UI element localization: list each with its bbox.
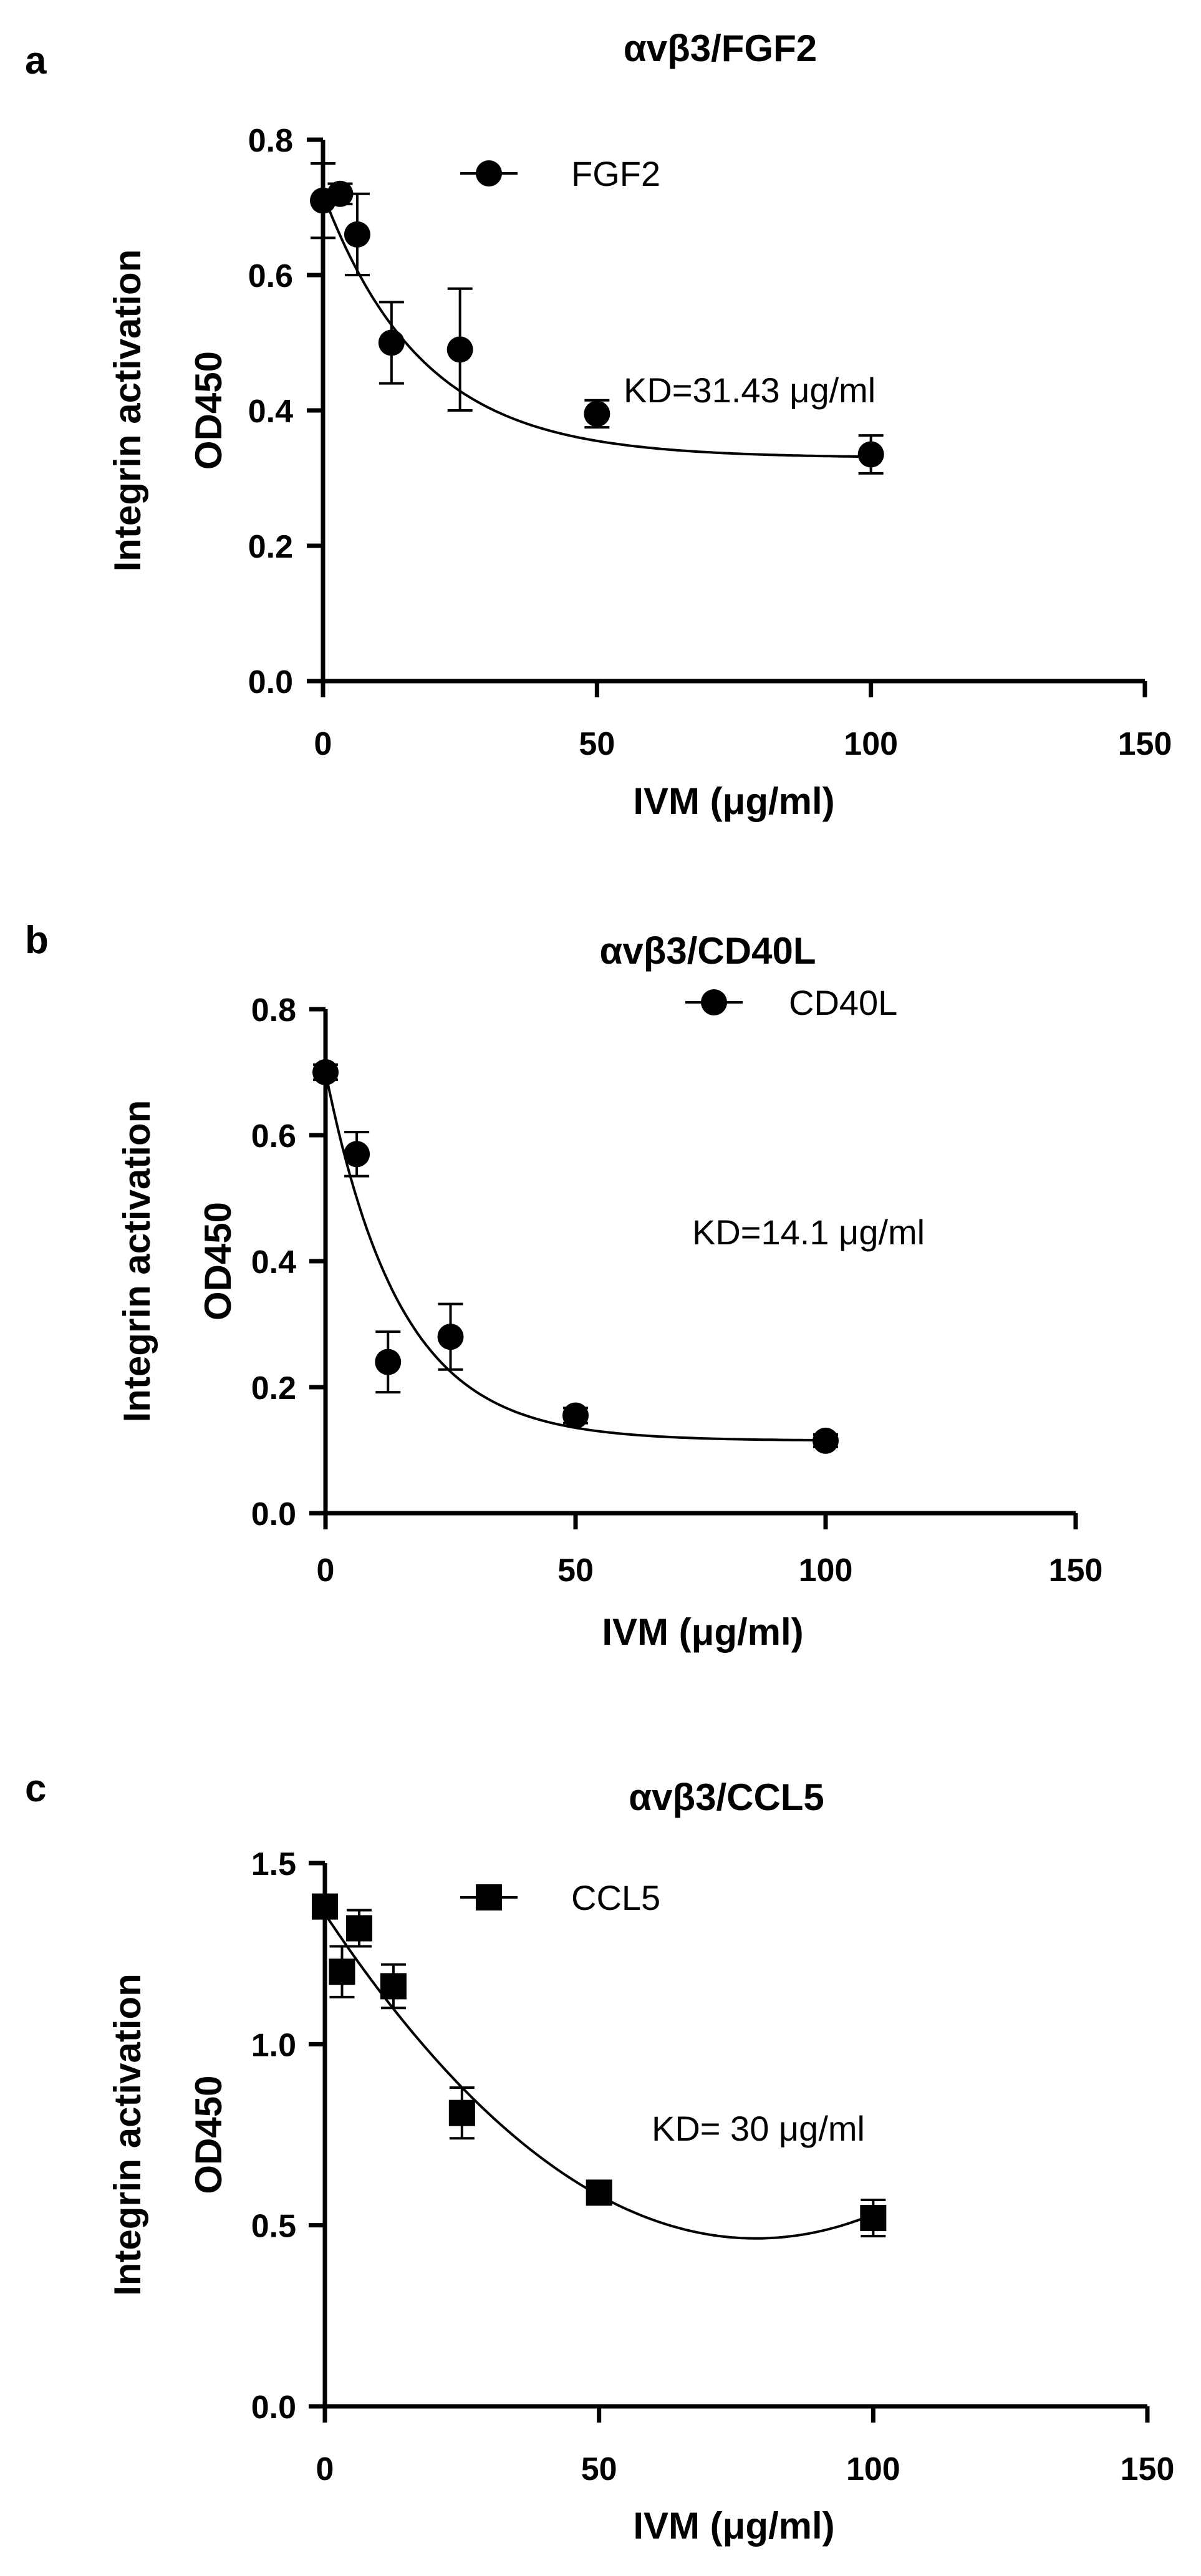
y-tick-label: 0.2 (248, 529, 293, 565)
y-axis-title-line: Integrin activation (107, 1973, 148, 2296)
data-point (448, 2099, 475, 2126)
data-point (446, 336, 473, 363)
kd-annotation: KD= 30 μg/ml (652, 2109, 865, 2148)
data-point (375, 1349, 402, 1375)
y-tick-label: 0.0 (251, 2390, 296, 2426)
kd-annotation: KD=31.43 μg/ml (624, 370, 875, 410)
y-tick-label: 0.8 (248, 123, 293, 159)
fit-curve (322, 193, 871, 458)
x-tick-label: 50 (557, 1552, 594, 1589)
data-point (860, 2205, 887, 2232)
data-point (584, 400, 610, 427)
data-point (329, 1959, 355, 1985)
kd-annotation: KD=14.1 μg/ml (692, 1213, 925, 1252)
data-point (378, 329, 405, 356)
y-axis-title-line: Integrin activation (116, 1100, 158, 1423)
data-point (437, 1324, 464, 1350)
x-tick-label: 150 (1121, 2451, 1175, 2487)
x-axis-title: IVM (μg/ml) (602, 1611, 803, 1653)
data-point (327, 180, 354, 207)
y-axis-title-line: OD450 (197, 1202, 239, 1320)
data-point (562, 1402, 589, 1429)
legend-label: CD40L (789, 983, 897, 1022)
panel-label: a (25, 39, 47, 82)
x-tick-label: 50 (579, 726, 615, 762)
chart-panel-a: a αvβ3/FGF2 0.0 0.2 0.4 0.6 0.8 0 50 100 150 IVM (μ… (25, 27, 1172, 822)
x-axis-title: IVM (μg/ml) (633, 780, 834, 822)
y-tick-label: 0.0 (251, 1496, 296, 1533)
y-tick-label: 1.5 (251, 1846, 296, 1882)
panel-label: c (25, 1767, 46, 1810)
x-tick-label: 0 (314, 726, 332, 762)
y-axis-title-line: Integrin activation (107, 249, 148, 572)
y-tick-label: 0.2 (251, 1370, 296, 1407)
data-point (312, 1893, 338, 1920)
chart-panel-c: c αvβ3/CCL5 0.0 0.5 1.0 1.5 0 50 100 150 IVM (μg/m… (25, 1767, 1174, 2547)
legend-marker (701, 989, 727, 1015)
data-point (380, 1973, 407, 2000)
legend-label: CCL5 (571, 1878, 660, 1917)
x-tick-label: 150 (1049, 1552, 1103, 1589)
x-tick-label: 0 (316, 2451, 334, 2487)
data-point (813, 1427, 839, 1454)
panel-label: b (25, 919, 49, 962)
legend-marker (476, 160, 502, 186)
x-tick-label: 100 (846, 2451, 900, 2487)
y-axis-title-line: OD450 (188, 2075, 229, 2194)
y-axis-title-line: OD450 (188, 351, 229, 470)
chart-title: αvβ3/CD40L (600, 930, 816, 972)
y-tick-label: 0.5 (251, 2209, 296, 2245)
data-point (857, 441, 884, 468)
x-tick-label: 100 (799, 1552, 853, 1589)
y-tick-label: 1.0 (251, 2027, 296, 2063)
chart-title: αvβ3/CCL5 (629, 1776, 824, 1818)
legend-marker (476, 1884, 502, 1910)
y-tick-label: 0.0 (248, 664, 293, 700)
y-tick-label: 0.8 (251, 992, 296, 1029)
x-tick-label: 0 (317, 1552, 335, 1589)
data-point (345, 1915, 372, 1942)
data-point (344, 1141, 370, 1168)
x-tick-label: 150 (1118, 726, 1172, 762)
data-point (344, 221, 370, 248)
fit-curve (324, 1072, 826, 1442)
x-tick-label: 100 (844, 726, 898, 762)
y-tick-label: 0.4 (251, 1244, 296, 1281)
chart-panel-b: b αvβ3/CD40L 0.0 0.2 0.4 0.6 0.8 0 50 100 150 IVM (… (25, 919, 1102, 1653)
y-tick-label: 0.6 (251, 1118, 296, 1155)
data-point (586, 2179, 612, 2206)
x-tick-label: 50 (581, 2451, 617, 2487)
y-tick-label: 0.4 (248, 394, 293, 430)
chart-title: αvβ3/FGF2 (624, 27, 817, 69)
data-point (312, 1059, 339, 1085)
x-axis-title: IVM (μg/ml) (633, 2505, 834, 2547)
legend-label: FGF2 (571, 154, 660, 193)
y-tick-label: 0.6 (248, 258, 293, 294)
